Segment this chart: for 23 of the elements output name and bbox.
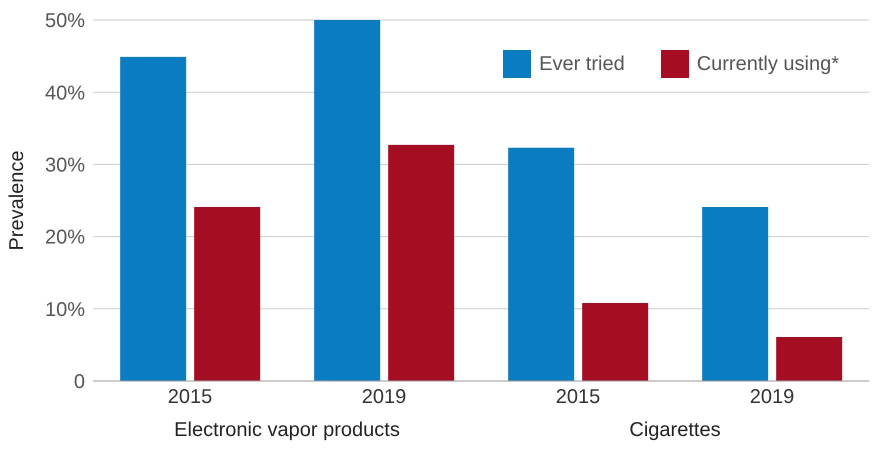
y-tick-label: 50% <box>44 10 86 32</box>
y-tick-label: 10% <box>44 298 86 321</box>
y-tick-label: 0 <box>74 371 85 394</box>
bar <box>776 336 842 381</box>
y-tick-label: 20% <box>44 226 86 249</box>
y-tick-label: 40% <box>44 82 86 104</box>
legend-label: Currently using* <box>696 52 839 76</box>
bar <box>388 144 454 381</box>
x-tick-label: 2015 <box>168 386 212 408</box>
text: Electronic vapor products <box>173 419 401 442</box>
x-tick-label: 2015 <box>556 386 600 408</box>
x-tick-label: 2019 <box>750 386 794 408</box>
y-tick-label: 30% <box>44 154 86 176</box>
x-tick-label: 2019 <box>362 386 406 408</box>
bar <box>314 20 380 381</box>
bar <box>582 303 648 381</box>
bar <box>508 148 574 381</box>
bar <box>194 207 260 381</box>
text: Cigarettes <box>628 419 722 442</box>
bar <box>120 56 186 381</box>
y-axis-title: Prevalence <box>6 150 28 251</box>
bar <box>702 207 768 381</box>
legend-label: Ever tried <box>539 52 625 76</box>
